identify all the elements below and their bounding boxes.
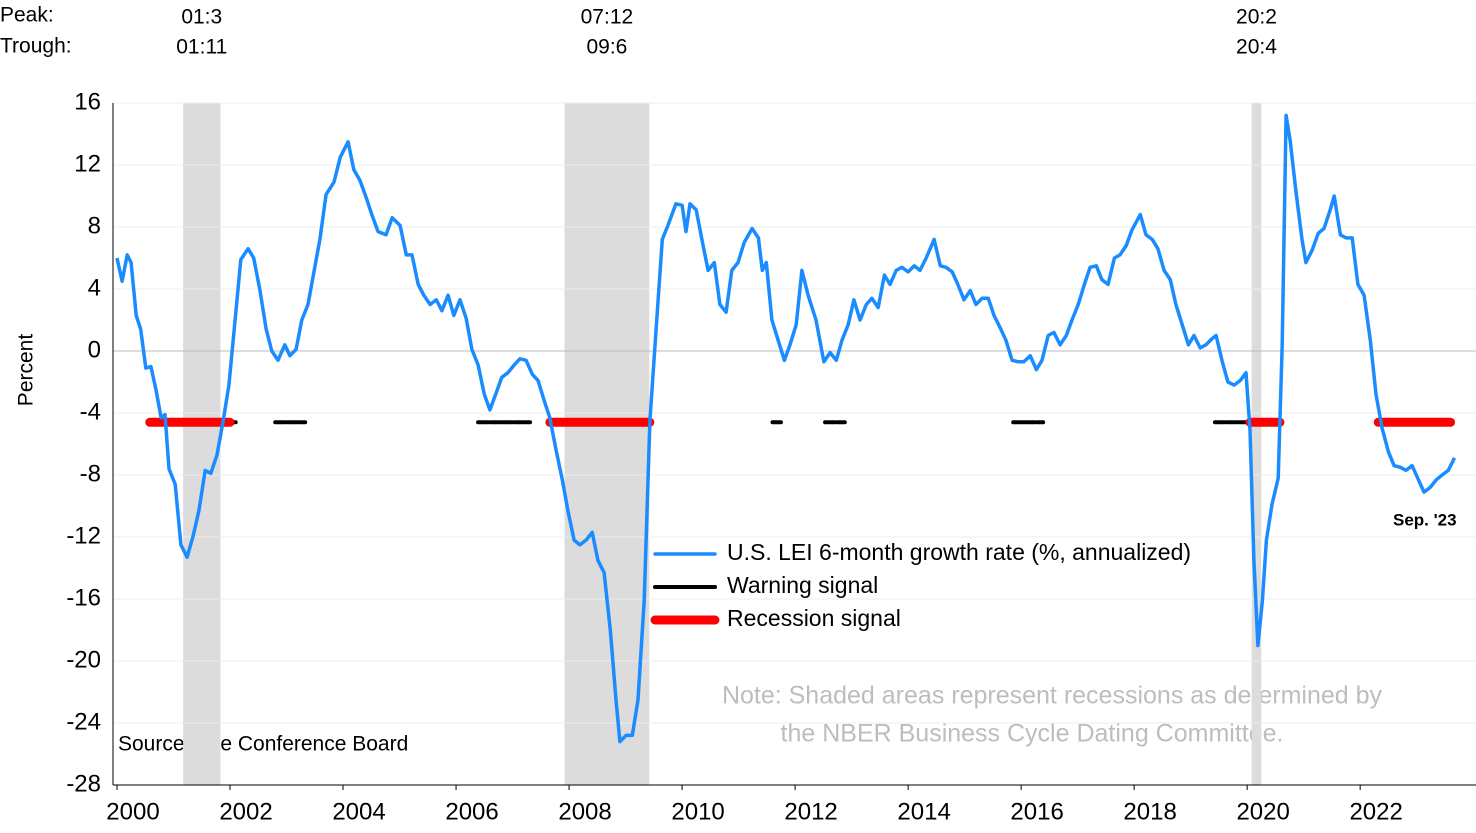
note: the NBER Business Cycle Dating Committee… — [781, 720, 1284, 748]
peak-label: Peak: — [0, 4, 54, 27]
peak-date: 01:3 — [181, 6, 222, 29]
legend-label: Recession signal — [727, 605, 901, 631]
y-tick-label: -28 — [66, 770, 101, 797]
trough-date: 01:11 — [176, 36, 227, 59]
x-tick-label: 2016 — [1010, 798, 1063, 825]
y-tick-label: 4 — [88, 274, 101, 301]
x-tick-label: 2020 — [1236, 798, 1289, 825]
x-tick-label: 2000 — [106, 798, 159, 825]
x-tick-label: 2010 — [671, 798, 724, 825]
end-label: Sep. '23 — [1393, 510, 1457, 529]
y-tick-label: 12 — [74, 150, 101, 177]
x-tick-label: 2006 — [445, 798, 498, 825]
legend-label: U.S. LEI 6-month growth rate (%, annuali… — [727, 539, 1191, 565]
recession-shade — [564, 103, 650, 785]
y-tick-label: -8 — [80, 460, 101, 487]
recession-shade — [183, 103, 221, 785]
note: Note: Shaded areas represent recessions … — [722, 682, 1383, 710]
y-axis-label: Percent — [15, 334, 38, 407]
y-tick-label: 16 — [74, 88, 101, 115]
trough-date: 09:6 — [586, 36, 627, 59]
peak-date: 07:12 — [581, 6, 634, 29]
legend-label: Warning signal — [727, 572, 878, 598]
x-tick-label: 2002 — [219, 798, 272, 825]
y-tick-label: -4 — [80, 398, 101, 425]
recession-shade — [1251, 103, 1262, 785]
y-tick-label: -12 — [66, 522, 101, 549]
y-tick-label: -16 — [66, 584, 101, 611]
source: Source: The Conference Board — [118, 733, 408, 756]
x-tick-label: 2008 — [558, 798, 611, 825]
x-tick-label: 2014 — [897, 798, 950, 825]
peak-date: 20:2 — [1236, 6, 1277, 29]
trough-label: Trough: — [0, 35, 72, 58]
y-tick-label: -24 — [66, 708, 101, 735]
x-tick-label: 2018 — [1123, 798, 1176, 825]
y-tick-label: 0 — [88, 336, 101, 363]
x-tick-label: 2012 — [784, 798, 837, 825]
y-tick-label: 8 — [88, 212, 101, 239]
lei-line — [115, 113, 1457, 744]
trough-date: 20:4 — [1236, 36, 1277, 59]
x-tick-label: 2004 — [332, 798, 385, 825]
y-tick-label: -20 — [66, 646, 101, 673]
x-tick-label: 2022 — [1349, 798, 1402, 825]
